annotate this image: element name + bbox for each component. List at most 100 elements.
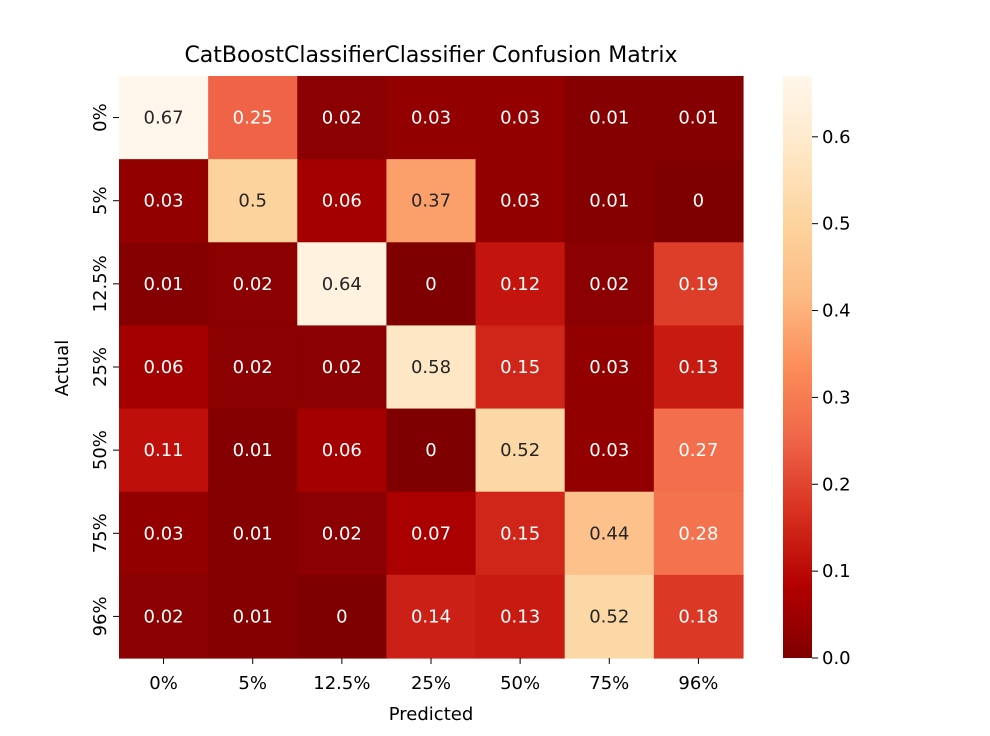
cell-value-label: 0.01 <box>678 108 718 129</box>
heatmap-cell <box>564 242 655 327</box>
heatmap-cell <box>208 408 298 493</box>
heatmap-cell <box>297 408 388 493</box>
cell-value-label: 0 <box>425 274 436 295</box>
heatmap-cell <box>386 159 477 243</box>
colorbar-gradient <box>783 76 812 658</box>
cell-value-label: 0.01 <box>233 606 273 627</box>
heatmap-cells: 0.67 0.25 0.02 0.03 0.03 0.01 0.01 0.03 0.5 0.06 0… <box>119 76 744 659</box>
heatmap-cell <box>208 159 298 243</box>
x-axis: 0% 5% 12.5% 25% 50% 75% 96% <box>149 657 718 694</box>
chart-title: CatBoostClassifierClassifier Confusion M… <box>184 43 677 68</box>
cell-value-label: 0.67 <box>144 108 184 129</box>
colorbar-tick-label: 0.2 <box>822 474 851 495</box>
y-axis-label: Actual <box>52 340 73 396</box>
cell-value-label: 0.02 <box>233 274 273 295</box>
cell-value-label: 0.27 <box>678 440 718 461</box>
cell-value-label: 0.52 <box>589 606 629 627</box>
cell-value-label: 0.03 <box>500 191 540 212</box>
cell-value-label: 0 <box>693 191 704 212</box>
cell-value-label: 0.11 <box>144 440 184 461</box>
cell-value-label: 0.28 <box>678 523 718 544</box>
y-tick-label: 50% <box>90 430 111 470</box>
cell-value-label: 0.02 <box>322 108 362 129</box>
cell-value-label: 0.06 <box>144 357 184 378</box>
heatmap-cell <box>297 325 388 410</box>
heatmap-cell <box>208 491 298 576</box>
cell-value-label: 0.01 <box>233 440 273 461</box>
x-tick-label: 75% <box>589 673 629 694</box>
cell-value-label: 0.02 <box>233 357 273 378</box>
cell-value-label: 0.15 <box>500 523 540 544</box>
cell-value-label: 0.01 <box>589 108 629 129</box>
heatmap-cell <box>386 574 477 659</box>
cell-value-label: 0.06 <box>322 440 362 461</box>
cell-value-label: 0.58 <box>411 357 451 378</box>
heatmap-cell <box>297 159 388 243</box>
cell-value-label: 0.13 <box>500 606 540 627</box>
heatmap-cell <box>475 242 566 327</box>
colorbar-tick-label: 0.6 <box>822 127 851 148</box>
heatmap-cell <box>119 491 209 576</box>
heatmap-cell <box>653 242 744 327</box>
cell-value-label: 0.13 <box>678 357 718 378</box>
cell-value-label: 0.44 <box>589 523 629 544</box>
heatmap-cell <box>475 325 566 410</box>
cell-value-label: 0.64 <box>322 274 362 295</box>
cell-value-label: 0.06 <box>322 191 362 212</box>
colorbar-tick-label: 0.0 <box>822 648 851 669</box>
cell-value-label: 0.02 <box>322 357 362 378</box>
cell-value-label: 0.18 <box>678 606 718 627</box>
heatmap-cell <box>297 491 388 576</box>
cell-value-label: 0 <box>336 606 347 627</box>
cell-value-label: 0.01 <box>144 274 184 295</box>
cell-value-label: 0.03 <box>589 440 629 461</box>
colorbar-tick-label: 0.4 <box>822 301 851 322</box>
heatmap-cell <box>119 408 209 493</box>
heatmap-cell <box>653 159 744 243</box>
heatmap-cell <box>564 159 655 243</box>
heatmap-cell <box>119 325 209 410</box>
cell-value-label: 0.37 <box>411 191 451 212</box>
heatmap-cell <box>564 408 655 493</box>
cell-value-label: 0.07 <box>411 523 451 544</box>
y-tick-label: 5% <box>90 186 111 215</box>
x-tick-label: 25% <box>411 673 451 694</box>
x-tick-label: 50% <box>500 673 540 694</box>
cell-value-label: 0.02 <box>322 523 362 544</box>
cell-value-label: 0.25 <box>233 108 273 129</box>
heatmap-cell <box>119 574 209 659</box>
cell-value-label: 0.03 <box>589 357 629 378</box>
colorbar-tick-label: 0.5 <box>822 214 851 235</box>
heatmap-cell <box>475 159 566 243</box>
heatmap-cell <box>653 574 744 659</box>
cell-value-label: 0.12 <box>500 274 540 295</box>
y-tick-label: 0% <box>90 103 111 132</box>
x-tick-label: 5% <box>238 673 267 694</box>
heatmap-cell <box>475 408 566 493</box>
cell-value-label: 0.52 <box>500 440 540 461</box>
heatmap-cell <box>386 76 477 160</box>
heatmap-cell <box>208 574 298 659</box>
colorbar-tick-label: 0.3 <box>822 387 851 408</box>
heatmap-cell <box>475 574 566 659</box>
cell-value-label: 0.01 <box>589 191 629 212</box>
cell-value-label: 0.02 <box>144 606 184 627</box>
heatmap-cell <box>564 76 655 160</box>
x-tick-label: 12.5% <box>313 673 370 694</box>
heatmap-cell <box>386 325 477 410</box>
cell-value-label: 0.03 <box>144 523 184 544</box>
heatmap-cell <box>297 76 388 160</box>
heatmap-cell <box>564 325 655 410</box>
heatmap-cell <box>297 574 388 659</box>
heatmap-cell <box>475 76 566 160</box>
heatmap-cell <box>386 408 477 493</box>
heatmap-cell <box>208 76 298 160</box>
cell-value-label: 0 <box>425 440 436 461</box>
heatmap-cell <box>564 574 655 659</box>
cell-value-label: 0.03 <box>144 191 184 212</box>
colorbar-tick-label: 0.1 <box>822 561 851 582</box>
heatmap-cell <box>297 242 388 327</box>
x-axis-label: Predicted <box>389 704 474 725</box>
y-tick-label: 75% <box>90 513 111 553</box>
